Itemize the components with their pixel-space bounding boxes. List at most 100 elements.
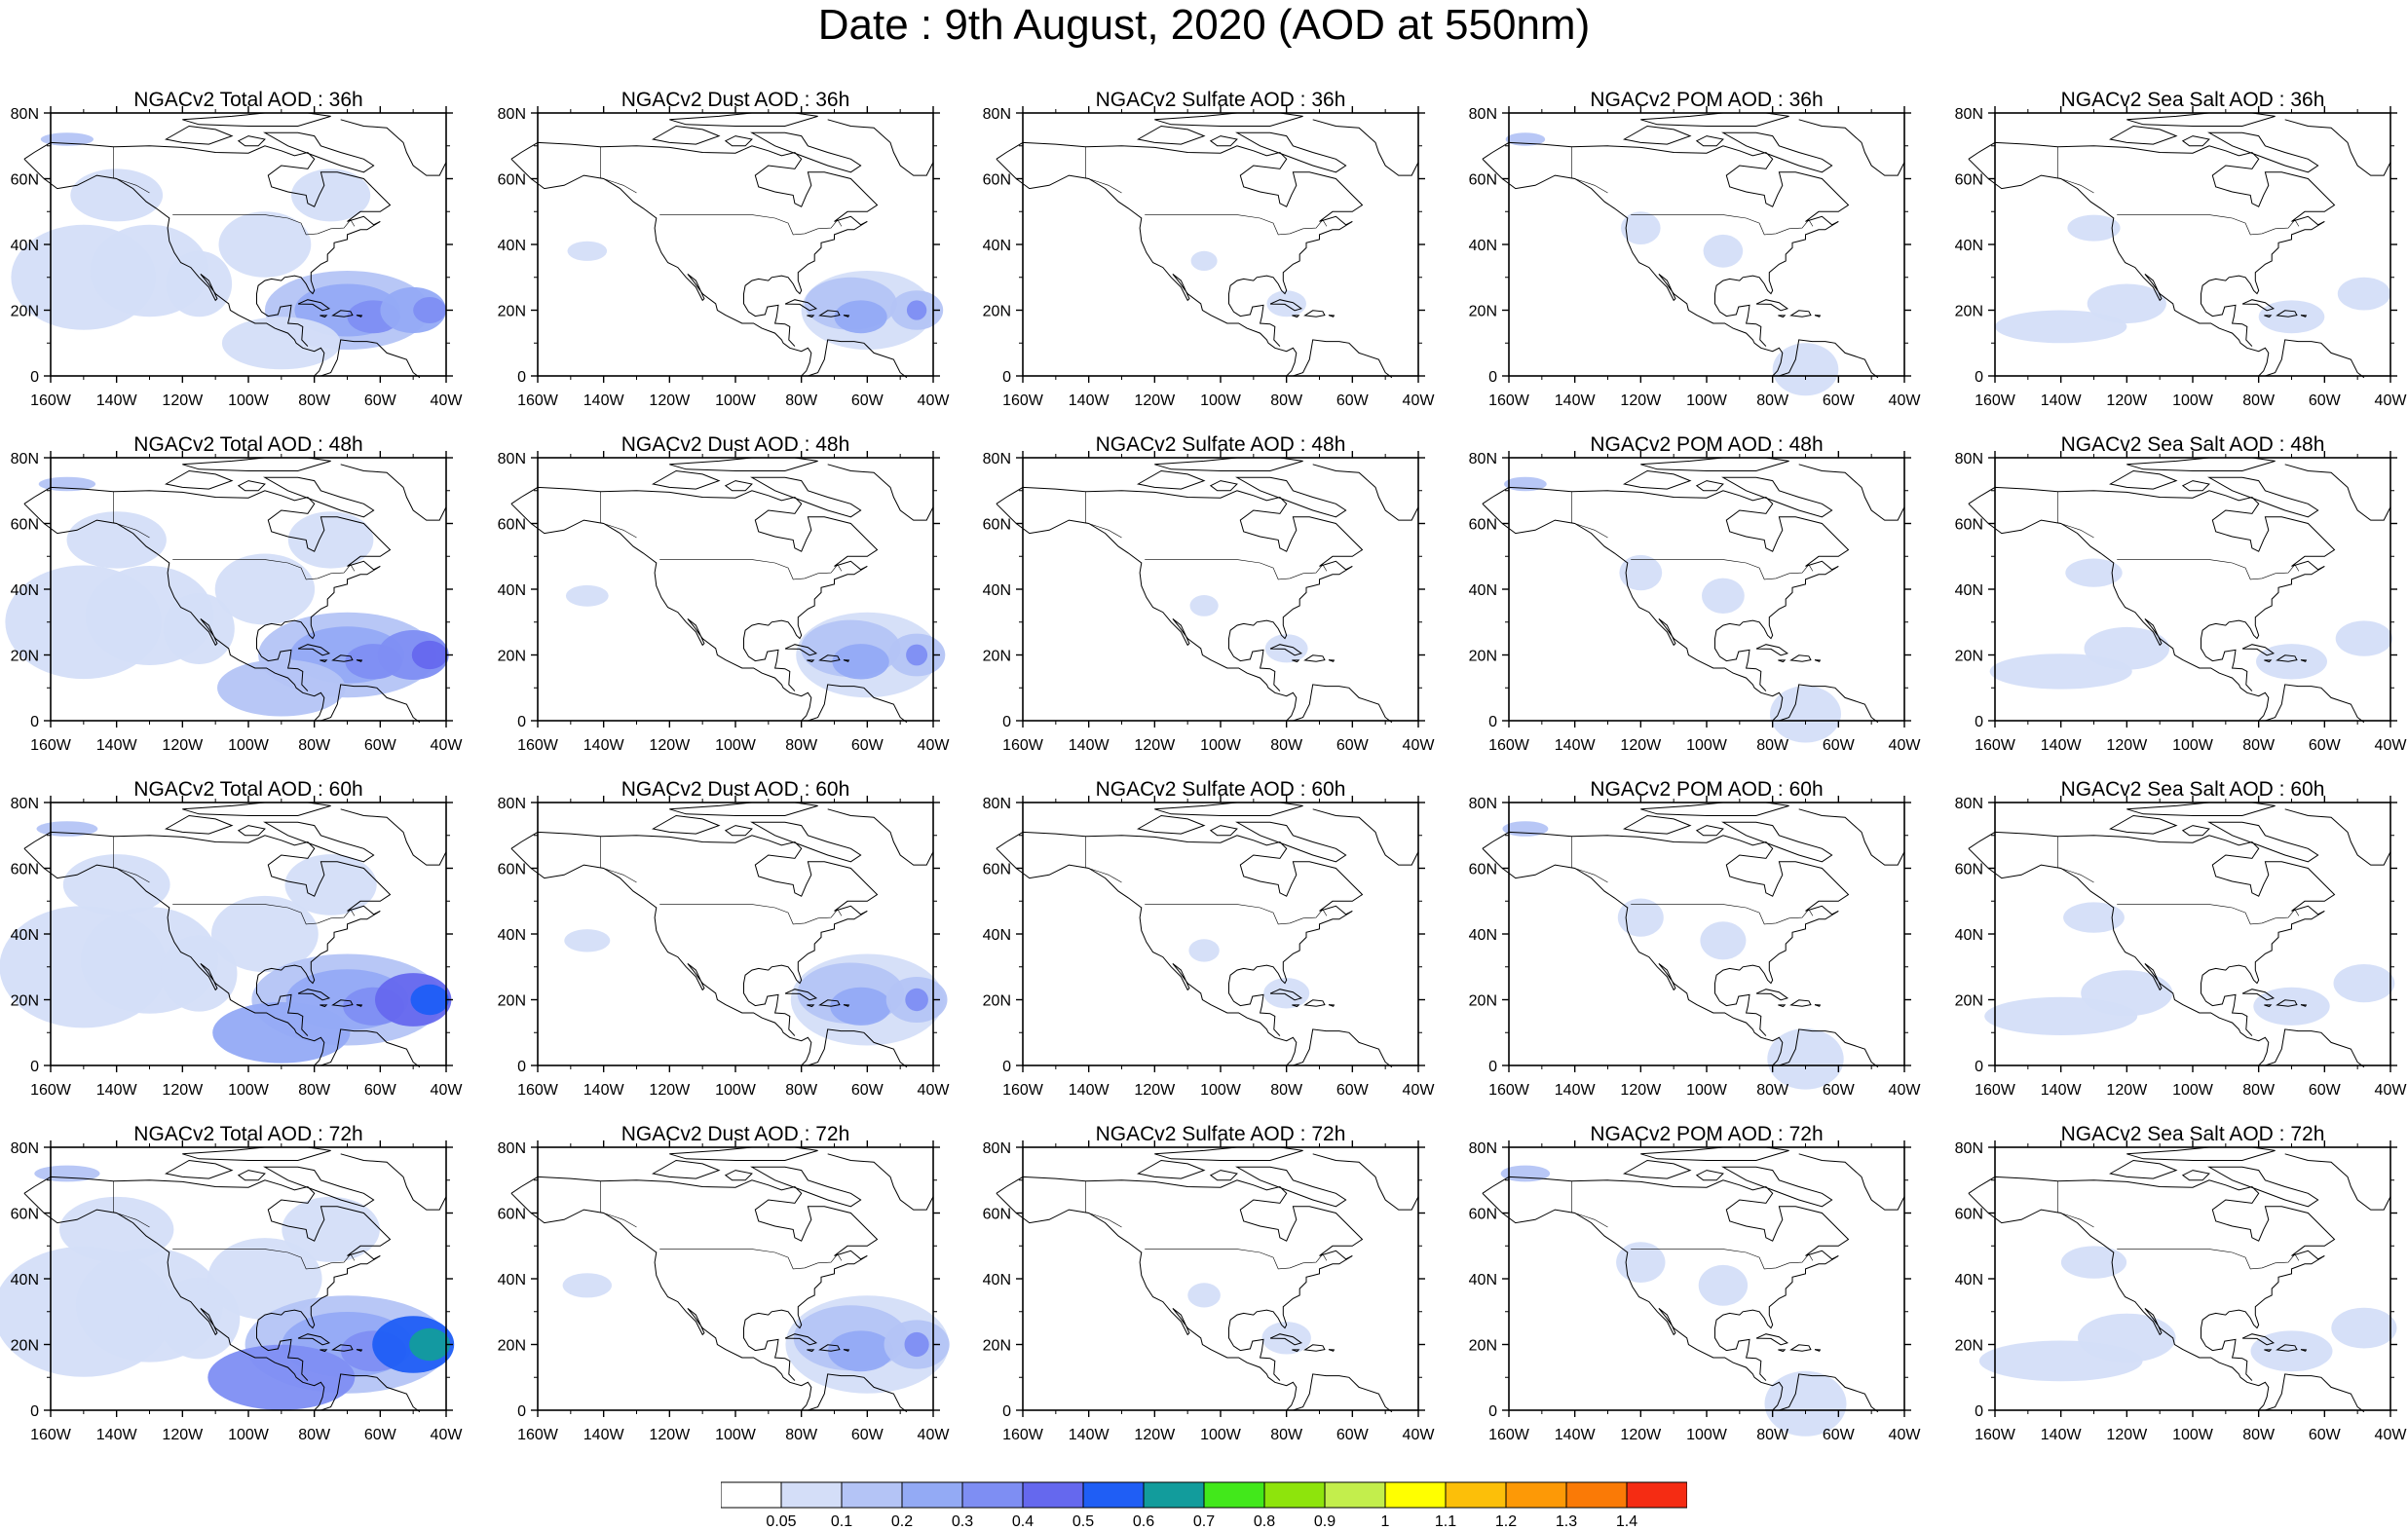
lat-tick-label: 20N [498, 993, 526, 1010]
lon-tick-label: 40W [1889, 392, 1922, 409]
panel-title: NGACv2 Total AOD : 36h [133, 89, 363, 111]
island-outline [331, 654, 354, 662]
lon-tick-label: 80W [1270, 737, 1303, 754]
lon-tick-label: 40W [431, 1427, 464, 1443]
lon-tick-label: 100W [715, 392, 757, 409]
lon-tick-label: 140W [2041, 1427, 2083, 1443]
map-panel-dust-36h: NGACv2 Dust AOD : 36h 160W 140W 120W 100W 80W… [487, 88, 974, 424]
coastline [996, 503, 1393, 724]
lon-tick-label: 140W [96, 737, 138, 754]
lat-tick-label: 20N [1469, 1338, 1497, 1355]
lon-tick-label: 120W [2106, 1427, 2148, 1443]
coastlines [510, 457, 934, 724]
coastline [510, 1176, 879, 1260]
coastline [996, 141, 1364, 226]
panel-title: NGACv2 POM AOD : 72h [1590, 1123, 1824, 1145]
coastline [23, 503, 421, 724]
island-outline [1303, 654, 1326, 662]
coastline [23, 1176, 392, 1260]
political-border [1085, 1180, 1122, 1228]
axis-ticks: 160W 140W 120W 100W 80W 60W 40W 0 20N 40N 60N 80N [983, 796, 1435, 1099]
lat-tick-label: 0 [1002, 369, 1011, 386]
island-outline [843, 1349, 850, 1352]
aod-patch [2081, 970, 2173, 1017]
axis-ticks: 160W 140W 120W 100W 80W 60W 40W 0 20N 40N 60N 80N [1469, 1140, 1921, 1443]
political-border [172, 1249, 356, 1270]
island-outline [2126, 1146, 2276, 1161]
axis-ticks: 160W 140W 120W 100W 80W 60W 40W 0 20N 40N 60N 80N [983, 106, 1435, 409]
lat-tick-label: 20N [1955, 649, 1983, 665]
island-outline [2126, 802, 2276, 816]
coastline [23, 1192, 421, 1413]
map-panel-dust-48h: NGACv2 Dust AOD : 48h 160W 140W 120W 100W 80W… [487, 432, 974, 768]
coastline [23, 141, 392, 226]
lon-tick-label: 60W [1336, 1082, 1370, 1099]
island-outline [1136, 1159, 1206, 1179]
coastline [1968, 847, 2365, 1068]
lon-tick-label: 120W [2106, 1082, 2148, 1099]
lat-tick-label: 20N [1469, 649, 1497, 665]
lat-tick-label: 40N [498, 582, 526, 599]
lon-tick-label: 160W [517, 1082, 559, 1099]
political-border [1085, 491, 1122, 539]
borders [2057, 491, 2300, 580]
coastline [827, 1153, 934, 1211]
lon-tick-label: 40W [1889, 1082, 1922, 1099]
lat-tick-label: 40N [11, 238, 39, 254]
map-plot: 160W 140W 120W 100W 80W 60W 40W 0 20N 40N 60N 80N [1469, 451, 1921, 754]
lat-tick-label: 80N [983, 796, 1011, 812]
aod-field [1188, 939, 1310, 1009]
lon-tick-label: 120W [1134, 392, 1176, 409]
island-outline [1136, 125, 1206, 145]
aod-patch [409, 1327, 451, 1362]
axis-ticks: 160W 140W 120W 100W 80W 60W 40W 0 20N 40N 60N 80N [1469, 796, 1922, 1099]
island-outline [1814, 315, 1822, 317]
lon-tick-label: 140W [2041, 392, 2083, 409]
island-outline [164, 1159, 234, 1179]
axis-ticks: 160W 140W 120W 100W 80W 60W 40W 0 20N 40N 60N 80N [983, 451, 1435, 754]
lon-tick-label: 120W [649, 1427, 691, 1443]
axis-ticks: 160W 140W 120W 100W 80W 60W 40W 0 20N 40N 60N 80N [498, 796, 950, 1099]
aod-patch [1190, 250, 1218, 271]
island-outline [263, 821, 375, 863]
island-outline [1269, 1333, 1303, 1346]
lat-tick-label: 0 [1488, 369, 1497, 386]
lat-tick-label: 20N [1469, 993, 1497, 1010]
lat-tick-label: 20N [498, 304, 526, 320]
aod-patch [1619, 554, 1663, 591]
political-border [2117, 214, 2300, 236]
island-outline [2108, 469, 2178, 490]
lon-tick-label: 100W [1686, 1427, 1728, 1443]
lon-tick-label: 140W [1069, 1427, 1110, 1443]
aod-field [1504, 476, 1841, 743]
island-outline [784, 1333, 818, 1346]
lat-tick-label: 40N [1955, 582, 1983, 599]
island-outline [1209, 480, 1238, 492]
panel-title: NGACv2 Total AOD : 60h [133, 778, 363, 801]
island-outline [2300, 659, 2308, 662]
aod-patch [163, 593, 235, 664]
coastline [2284, 1153, 2391, 1211]
aod-field [562, 1273, 950, 1394]
coastline [996, 1192, 1393, 1413]
lon-tick-label: 80W [1756, 1427, 1789, 1443]
political-border [113, 491, 150, 539]
colorbar-swatch [901, 1481, 963, 1509]
colorbar-label: 0.5 [1072, 1513, 1094, 1528]
coastline [1482, 158, 1879, 379]
axis-ticks: 160W 140W 120W 100W 80W 60W 40W 0 20N 40N 60N 80N [1955, 1140, 2407, 1443]
island-outline [2300, 315, 2308, 317]
borders [113, 146, 356, 236]
island-outline [843, 315, 850, 317]
island-outline [1778, 1349, 1787, 1353]
lon-tick-label: 160W [1975, 392, 2016, 409]
lon-tick-label: 160W [30, 392, 72, 409]
aod-patch [1770, 686, 1841, 743]
island-outline [818, 310, 841, 317]
aod-patch [562, 1273, 612, 1298]
coastline [1968, 486, 2336, 571]
coastline [996, 158, 1393, 379]
island-outline [1292, 1349, 1300, 1353]
island-outline [1303, 310, 1326, 317]
lon-tick-label: 140W [1555, 1082, 1597, 1099]
